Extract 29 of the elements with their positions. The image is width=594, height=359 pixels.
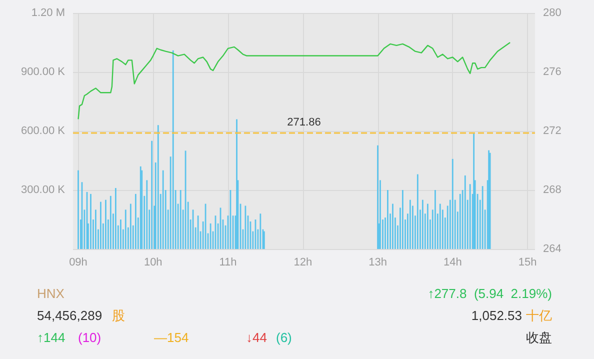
x-tick-label: 14h — [443, 256, 462, 268]
y2-tick-label: 280 — [543, 7, 562, 19]
text: 收盘 — [526, 329, 552, 347]
y-tick-label: 900.00 K — [20, 66, 66, 78]
text: ↓44 — [246, 329, 267, 347]
text: 股 — [112, 307, 125, 325]
x-tick-label: 15h — [518, 256, 537, 268]
text: 1,052.53 — [471, 307, 522, 325]
text: 十亿 — [526, 307, 552, 325]
text: HNX — [37, 285, 64, 303]
text: (6) — [276, 329, 292, 347]
y2-tick-label: 272 — [543, 125, 562, 137]
x-tick-label: 12h — [294, 256, 312, 268]
y-tick-label: 1.20 M — [31, 7, 65, 19]
text: (10) — [78, 329, 102, 347]
text: 54,456,289 — [37, 307, 102, 325]
ref-line-label: 271.86 — [287, 116, 321, 129]
y-tick-label: 600.00 K — [20, 125, 66, 137]
x-tick-label: 13h — [368, 256, 387, 268]
x-tick-label: 10h — [144, 256, 162, 268]
text: —154 — [154, 329, 189, 347]
text: ↑277.8 (5.94 2.19%) — [428, 285, 552, 303]
x-tick-label: 09h — [69, 256, 88, 268]
text: ↑144 — [37, 329, 66, 347]
x-tick-label: 11h — [219, 256, 237, 268]
y2-tick-label: 268 — [543, 184, 562, 196]
y-tick-label: 300.00 K — [20, 184, 66, 196]
y2-tick-label: 276 — [543, 66, 562, 78]
y2-tick-label: 264 — [543, 243, 562, 255]
